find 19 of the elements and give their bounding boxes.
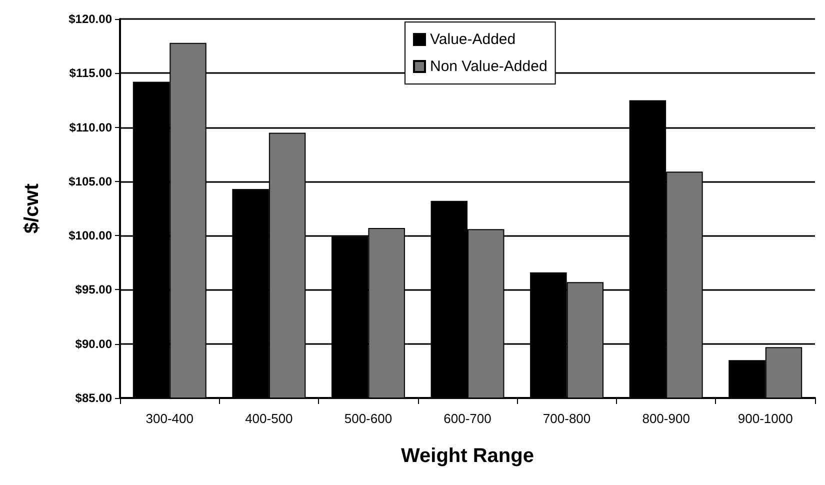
y-tick-label: $95.00	[75, 282, 112, 297]
legend-label: Non Value-Added	[430, 58, 548, 75]
x-tick-label: 500-600	[344, 411, 392, 426]
y-axis-title: $/cwt	[21, 183, 43, 234]
x-tick-label: 700-800	[542, 411, 591, 426]
x-axis-title: Weight Range	[401, 445, 534, 467]
legend-label: Value-Added	[430, 31, 516, 48]
y-tick-label: $115.00	[69, 66, 112, 80]
y-tick-label: $120.00	[68, 12, 112, 26]
y-tick-label: $90.00	[75, 336, 112, 351]
x-tick-label: 800-900	[642, 411, 690, 426]
x-tick-label: 400-500	[245, 411, 293, 426]
x-tick-label: 600-700	[444, 411, 492, 426]
x-tick-label: 300-400	[146, 411, 194, 426]
x-tick-label: 900-1000	[738, 411, 793, 426]
y-tick-label: $85.00	[75, 391, 112, 405]
y-tick-label: $100.00	[68, 228, 112, 243]
y-tick-label: $105.00	[68, 174, 112, 188]
y-tick-label: $110.00	[69, 120, 112, 134]
